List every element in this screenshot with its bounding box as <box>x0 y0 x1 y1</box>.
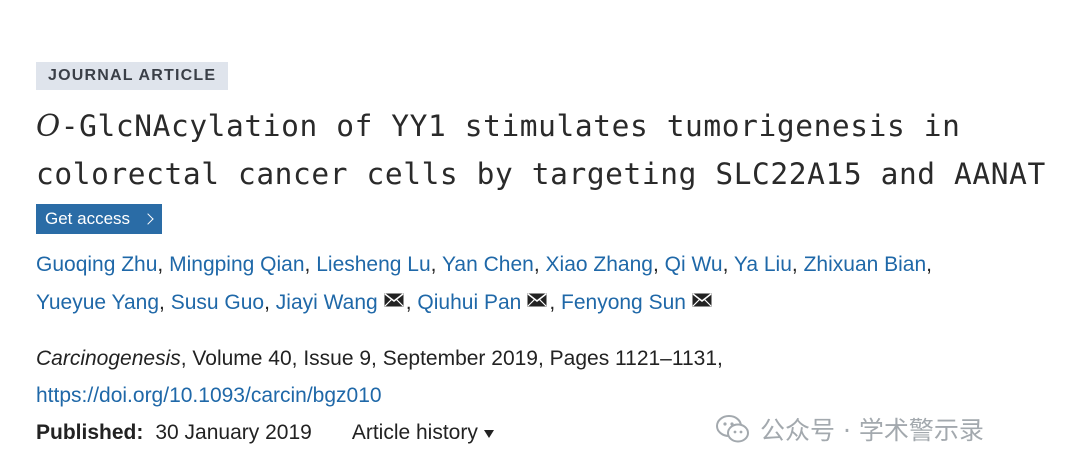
chevron-right-icon <box>142 213 154 225</box>
envelope-icon[interactable] <box>527 282 547 320</box>
doi-link[interactable]: https://doi.org/10.1093/carcin/bgz010 <box>36 384 382 408</box>
author-link[interactable]: Yueyue Yang <box>36 291 160 314</box>
author-separator: , <box>304 253 311 276</box>
envelope-icon[interactable] <box>692 282 712 320</box>
author-link[interactable]: Susu Guo <box>170 291 265 314</box>
get-access-label: Get access <box>45 209 131 228</box>
citation: Carcinogenesis, Volume 40, Issue 9, Sept… <box>36 340 1056 414</box>
article-history-label: Article history <box>351 421 478 445</box>
author-link[interactable]: Xiao Zhang <box>545 253 653 276</box>
get-access-button[interactable]: Get access <box>36 204 163 234</box>
author-separator: , <box>533 253 540 276</box>
author-link[interactable]: Fenyong Sun <box>561 291 686 314</box>
author-separator: , <box>264 291 270 314</box>
published-label: Published: <box>36 421 144 445</box>
article-history-toggle[interactable]: Article history <box>352 414 494 451</box>
article-type-badge: JOURNAL ARTICLE <box>36 62 229 90</box>
author-separator: , <box>430 253 437 276</box>
author-link[interactable]: Qi Wu <box>664 253 723 276</box>
wechat-icon <box>716 415 749 443</box>
watermark: 公众号 · 学术警示录 <box>716 411 984 447</box>
author-link[interactable]: Yan Chen <box>441 253 534 276</box>
article-header: JOURNAL ARTICLE O-GlcNAcylation of YY1 s… <box>36 62 1056 451</box>
author-separator: , <box>652 253 659 276</box>
author-link[interactable]: Zhixuan Bian <box>803 253 927 276</box>
author-link[interactable]: Liesheng Lu <box>316 253 431 276</box>
author-separator: , <box>159 291 165 314</box>
author-link[interactable]: Ya Liu <box>733 253 792 276</box>
author-separator: , <box>405 291 412 314</box>
envelope-icon[interactable] <box>384 282 404 320</box>
title-line1: -GlcNAcylation of YY1 stimulates tumorig… <box>60 109 961 143</box>
title-italic-prefix: O <box>36 109 61 143</box>
published-date: 30 January 2019 <box>155 421 312 445</box>
caret-down-icon <box>483 430 494 439</box>
watermark-text: 公众号 · 学术警示录 <box>760 416 984 445</box>
author-separator: , <box>926 253 933 276</box>
article-title: O-GlcNAcylation of YY1 stimulates tumori… <box>36 102 1056 198</box>
author-separator: , <box>791 253 798 276</box>
author-list: Guoqing Zhu, Mingping Qian, Liesheng Lu,… <box>36 246 1056 322</box>
author-separator: , <box>722 253 729 276</box>
author-link[interactable]: Guoqing Zhu <box>36 253 158 276</box>
citation-details: , Volume 40, Issue 9, September 2019, Pa… <box>180 347 723 371</box>
journal-name: Carcinogenesis <box>36 347 181 371</box>
title-line2: colorectal cancer cells by targeting SLC… <box>36 157 1046 191</box>
publication-row: Published: 30 January 2019 Article histo… <box>36 414 1056 451</box>
author-link[interactable]: Jiayi Wang <box>275 291 378 314</box>
author-separator: , <box>157 253 164 276</box>
author-link[interactable]: Qiuhui Pan <box>417 291 522 314</box>
author-separator: , <box>549 291 556 314</box>
author-link[interactable]: Mingping Qian <box>169 253 305 276</box>
